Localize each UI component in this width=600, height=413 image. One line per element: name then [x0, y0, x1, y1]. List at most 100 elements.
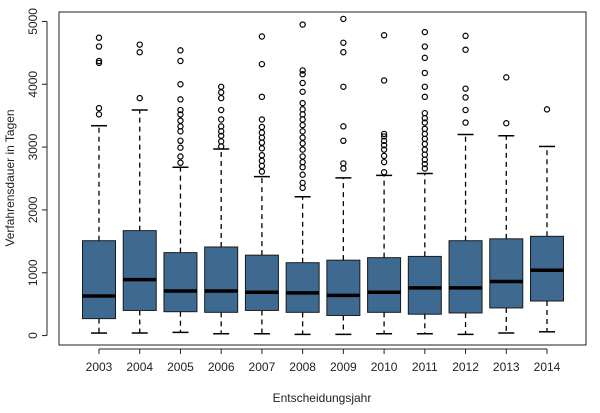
- outlier-point: [421, 165, 429, 172]
- outlier-point: [380, 137, 388, 145]
- outlier-point: [299, 128, 306, 135]
- outlier-point: [299, 153, 306, 160]
- outlier-point: [299, 140, 306, 147]
- outlier-point: [340, 15, 347, 23]
- iqr-box: [163, 252, 198, 313]
- outlier-point: [95, 111, 103, 118]
- box-2010: [367, 32, 402, 335]
- outlier-point: [421, 54, 429, 62]
- outlier-point: [177, 47, 184, 54]
- outlier-point: [421, 69, 429, 77]
- outlier-point: [177, 111, 184, 118]
- x-tick-label: 2013: [493, 360, 520, 374]
- outlier-point: [258, 162, 266, 170]
- iqr-box: [407, 255, 442, 315]
- outlier-point: [258, 168, 266, 175]
- outlier-point: [299, 111, 306, 118]
- outlier-point: [177, 128, 184, 135]
- x-tick-label: 2004: [126, 360, 153, 374]
- outlier-point: [299, 184, 306, 192]
- outlier-point: [177, 57, 184, 65]
- outlier-point: [462, 106, 469, 114]
- outlier-point: [258, 157, 266, 165]
- outlier-point: [95, 104, 103, 112]
- outlier-point: [217, 94, 225, 102]
- outlier-point: [217, 83, 225, 90]
- box-2012: [448, 32, 483, 336]
- outlier-point: [299, 179, 306, 187]
- box-2004: [122, 41, 157, 334]
- outlier-point: [299, 21, 306, 28]
- outlier-point: [543, 106, 551, 113]
- outlier-point: [299, 121, 306, 129]
- outlier-point: [299, 99, 306, 107]
- outlier-point: [421, 151, 429, 158]
- y-tick-label: 2000: [26, 196, 40, 223]
- outlier-point: [177, 137, 184, 145]
- y-tick-label: 3000: [26, 133, 40, 160]
- x-tick-label: 2009: [330, 360, 357, 374]
- outlier-point: [299, 146, 306, 153]
- outlier-point: [299, 71, 306, 78]
- outlier-point: [177, 153, 184, 160]
- iqr-box: [448, 240, 483, 314]
- outlier-point: [258, 145, 266, 152]
- outlier-point: [258, 139, 266, 146]
- outlier-point: [258, 152, 266, 159]
- outlier-point: [258, 134, 266, 141]
- outlier-point: [299, 171, 306, 178]
- outlier-point: [217, 116, 225, 123]
- outlier-point: [217, 106, 225, 114]
- outlier-point: [299, 158, 306, 166]
- iqr-box: [489, 238, 524, 309]
- y-tick-label: 5000: [26, 8, 40, 35]
- outlier-point: [380, 152, 388, 160]
- x-tick-label: 2014: [534, 360, 561, 374]
- iqr-box: [244, 254, 279, 311]
- outlier-point: [421, 83, 429, 90]
- outlier-point: [380, 133, 388, 140]
- outlier-point: [299, 79, 306, 87]
- iqr-box: [285, 262, 320, 313]
- outlier-point: [177, 144, 184, 151]
- outlier-point: [258, 116, 266, 123]
- outlier-point: [258, 33, 266, 40]
- box-2008: [285, 21, 320, 336]
- outlier-point: [380, 169, 388, 176]
- outlier-point: [462, 32, 469, 40]
- outlier-point: [340, 49, 347, 56]
- outlier-point: [340, 165, 347, 172]
- outlier-point: [421, 28, 429, 36]
- outlier-point: [136, 94, 143, 102]
- outlier-point: [95, 59, 103, 67]
- outlier-point: [299, 163, 306, 171]
- outlier-point: [177, 106, 184, 114]
- outlier-point: [177, 123, 184, 130]
- iqr-box: [367, 257, 402, 313]
- outlier-point: [299, 116, 306, 123]
- y-tick-label: 1000: [26, 259, 40, 286]
- outlier-point: [503, 120, 510, 127]
- y-tick-label: 4000: [26, 71, 40, 98]
- outlier-point: [177, 117, 184, 124]
- outlier-point: [380, 146, 388, 153]
- outlier-point: [136, 41, 143, 48]
- outlier-point: [340, 39, 347, 46]
- x-tick-label: 2010: [371, 360, 398, 374]
- outlier-point: [258, 93, 266, 101]
- plot-frame: [58, 11, 587, 346]
- outlier-point: [217, 138, 225, 145]
- iqr-box: [204, 246, 239, 313]
- outlier-point: [177, 81, 184, 88]
- x-tick-label: 2003: [86, 360, 113, 374]
- outlier-point: [462, 119, 469, 126]
- outlier-point: [258, 123, 266, 131]
- y-tick-label: 0: [26, 332, 40, 339]
- box-2006: [204, 83, 239, 335]
- outlier-point: [299, 134, 306, 141]
- outlier-point: [340, 123, 347, 130]
- iqr-box: [82, 240, 116, 320]
- outlier-point: [380, 141, 388, 149]
- x-axis-title: Entscheidungsjahr: [273, 391, 372, 405]
- outlier-point: [217, 89, 225, 96]
